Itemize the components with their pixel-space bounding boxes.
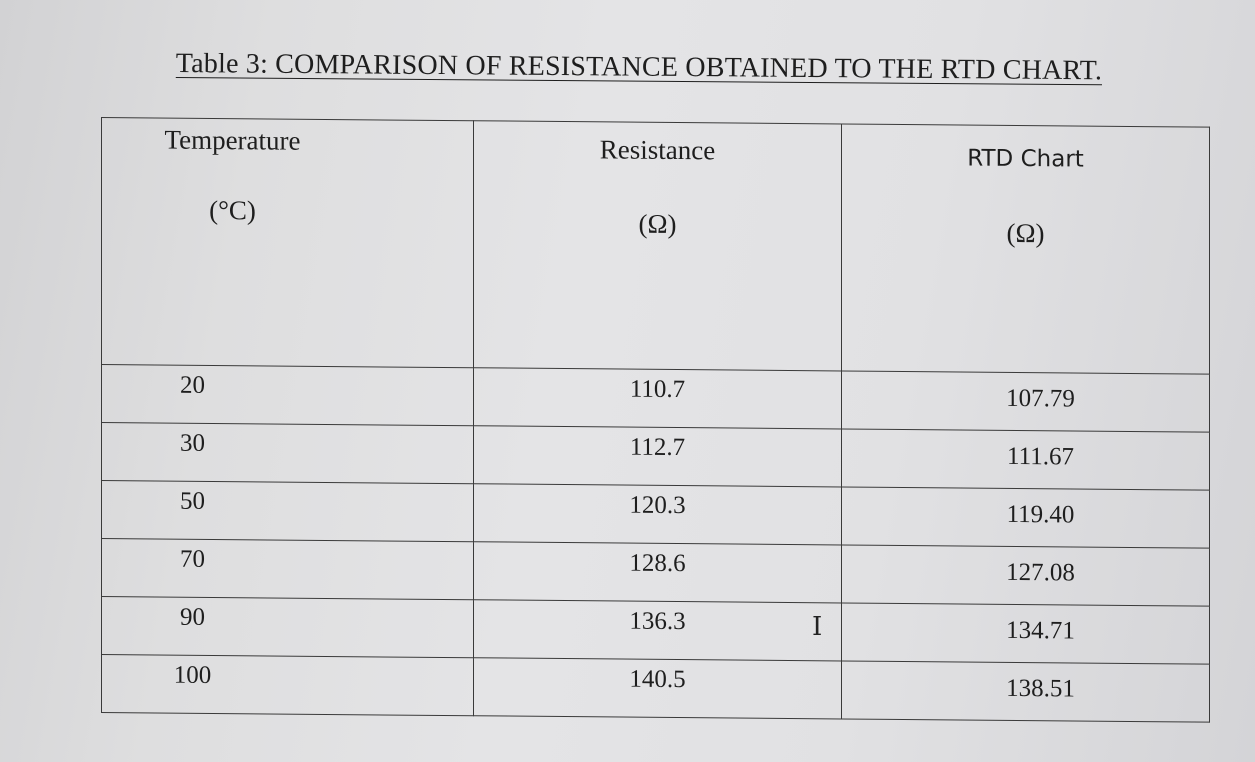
- temperature-cell: 90: [101, 596, 474, 658]
- table-container: Temperature (°C) Resistance (Ω) RTD Char…: [101, 117, 1211, 723]
- resistance-cell: 136.3: [473, 599, 842, 661]
- table-row: 30 112.7 111.67: [101, 422, 1210, 491]
- temperature-value: 70: [180, 545, 205, 573]
- rtd-chart-cell: 111.67: [841, 428, 1210, 491]
- table-caption: Table 3: COMPARISON OF RESISTANCE OBTAIN…: [175, 48, 1103, 87]
- rtd-chart-cell: 138.51: [841, 660, 1210, 723]
- temperature-value: 100: [173, 661, 212, 689]
- resistance-cell: 110.7: [473, 367, 842, 429]
- resistance-cell: 120.3: [473, 483, 842, 545]
- resistance-cell: 128.6: [473, 541, 842, 603]
- table-row: 70 128.6 127.08: [101, 538, 1210, 607]
- temperature-value: 20: [180, 371, 205, 399]
- header-resistance-unit: (Ω): [638, 208, 677, 240]
- header-temperature-label: Temperature: [164, 124, 301, 156]
- resistance-value: 110.7: [629, 375, 686, 404]
- header-cell-temperature: Temperature (°C): [101, 117, 474, 368]
- header-rtd-chart-label: RTD Chart: [967, 145, 1084, 173]
- temperature-value: 50: [180, 487, 205, 515]
- temperature-cell: 100: [101, 654, 474, 716]
- rtd-chart-cell: 119.40: [841, 486, 1210, 549]
- temperature-cell: 20: [101, 364, 474, 426]
- table-row: 50 120.3 119.40: [101, 480, 1210, 549]
- header-cell-resistance: Resistance (Ω): [473, 120, 842, 371]
- header-rtd-chart-unit: (Ω): [1006, 217, 1045, 249]
- rtd-chart-cell: 107.79: [841, 370, 1210, 433]
- table-row: 20 110.7 107.79: [101, 364, 1210, 433]
- header-resistance-label: Resistance: [599, 134, 716, 166]
- table-row: 100 140.5 138.51: [101, 654, 1210, 723]
- rtd-chart-value: 107.79: [1006, 384, 1075, 413]
- rtd-chart-value: 119.40: [1006, 500, 1075, 529]
- table-row: 90 136.3 134.71: [101, 596, 1210, 665]
- rtd-chart-value: 111.67: [1007, 442, 1074, 471]
- resistance-value: 120.3: [629, 491, 686, 520]
- temperature-cell: 50: [101, 480, 474, 542]
- temperature-value: 90: [180, 603, 205, 631]
- text-cursor-icon: I: [812, 612, 823, 642]
- rtd-chart-cell: 134.71: [841, 602, 1210, 665]
- resistance-cell: 140.5: [473, 657, 842, 719]
- rtd-chart-value: 138.51: [1006, 674, 1075, 703]
- resistance-value: 140.5: [629, 665, 686, 694]
- resistance-value: 112.7: [629, 433, 686, 462]
- temperature-value: 30: [180, 429, 205, 457]
- rtd-chart-value: 134.71: [1006, 616, 1075, 645]
- resistance-value: 136.3: [629, 607, 686, 636]
- resistance-value: 128.6: [629, 549, 686, 578]
- comparison-table: Temperature (°C) Resistance (Ω) RTD Char…: [101, 117, 1210, 723]
- temperature-cell: 30: [101, 422, 474, 484]
- header-cell-rtd-chart: RTD Chart (Ω): [841, 123, 1210, 375]
- rtd-chart-cell: 127.08: [841, 544, 1210, 607]
- temperature-cell: 70: [101, 538, 474, 600]
- header-temperature-unit: (°C): [209, 194, 256, 226]
- table-header-row: Temperature (°C) Resistance (Ω) RTD Char…: [101, 117, 1210, 375]
- resistance-cell: 112.7: [473, 425, 842, 487]
- rtd-chart-value: 127.08: [1006, 558, 1075, 587]
